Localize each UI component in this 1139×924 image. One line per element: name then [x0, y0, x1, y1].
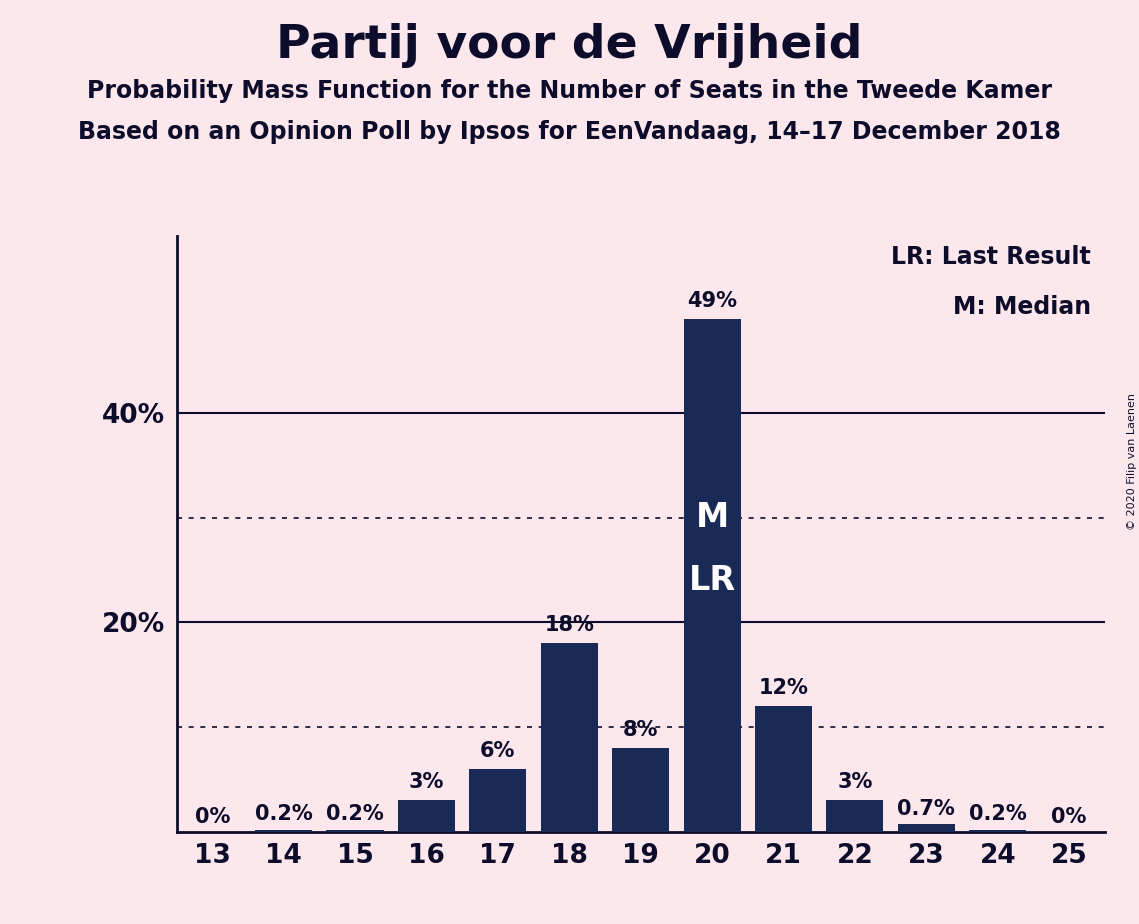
Text: 0.2%: 0.2% — [969, 804, 1026, 824]
Text: 49%: 49% — [687, 291, 737, 310]
Text: 0%: 0% — [1051, 808, 1087, 827]
Text: M: Median: M: Median — [953, 296, 1091, 319]
Text: LR: Last Result: LR: Last Result — [891, 245, 1091, 269]
Bar — [541, 643, 598, 832]
Bar — [255, 830, 312, 832]
Bar — [398, 800, 454, 832]
Text: 3%: 3% — [409, 772, 444, 792]
Bar — [969, 830, 1026, 832]
Bar — [327, 830, 384, 832]
Text: © 2020 Filip van Laenen: © 2020 Filip van Laenen — [1126, 394, 1137, 530]
Text: 18%: 18% — [544, 615, 595, 635]
Bar — [827, 800, 884, 832]
Text: 0.2%: 0.2% — [255, 804, 312, 824]
Text: Based on an Opinion Poll by Ipsos for EenVandaag, 14–17 December 2018: Based on an Opinion Poll by Ipsos for Ee… — [79, 120, 1060, 144]
Text: 0.2%: 0.2% — [326, 804, 384, 824]
Bar — [683, 320, 740, 832]
Bar — [898, 824, 954, 832]
Text: 12%: 12% — [759, 678, 809, 698]
Text: Probability Mass Function for the Number of Seats in the Tweede Kamer: Probability Mass Function for the Number… — [87, 79, 1052, 103]
Bar — [755, 706, 812, 832]
Text: LR: LR — [689, 565, 736, 597]
Text: 3%: 3% — [837, 772, 872, 792]
Text: 6%: 6% — [481, 740, 516, 760]
Bar — [612, 748, 670, 832]
Text: 0%: 0% — [195, 808, 230, 827]
Text: 8%: 8% — [623, 720, 658, 739]
Text: Partij voor de Vrijheid: Partij voor de Vrijheid — [277, 23, 862, 68]
Text: M: M — [696, 502, 729, 534]
Text: 0.7%: 0.7% — [898, 799, 956, 819]
Bar — [469, 769, 526, 832]
